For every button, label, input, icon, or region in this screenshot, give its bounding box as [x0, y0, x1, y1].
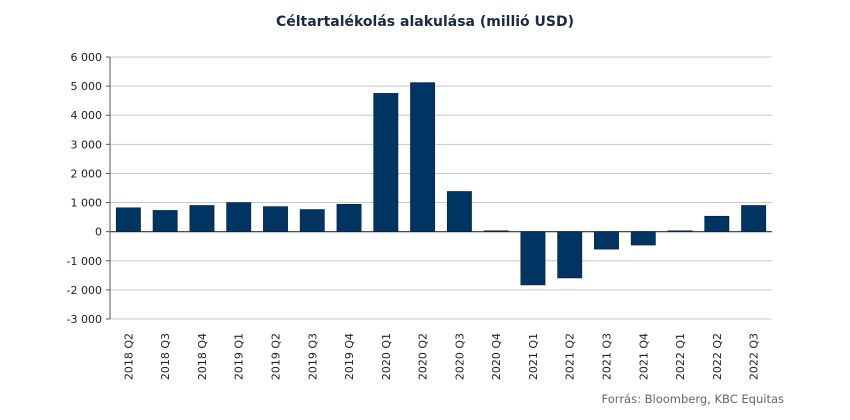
- x-category-label: 2021 Q2: [564, 333, 577, 380]
- x-category-label: 2020 Q2: [417, 333, 430, 380]
- x-category-label: 2020 Q3: [453, 333, 466, 380]
- x-category-label: 2021 Q1: [527, 333, 540, 380]
- bar: [630, 231, 656, 246]
- x-category-label: 2018 Q2: [122, 333, 135, 380]
- y-axis: -3 000 -2 000 -1 000 0 1 000 2 000 3 000 4 000 5…: [67, 51, 111, 326]
- y-tick-label: 0: [95, 226, 102, 239]
- y-tick-label: 4 000: [71, 109, 103, 122]
- bar: [115, 207, 141, 232]
- x-category-label: 2019 Q3: [306, 333, 319, 380]
- bar: [152, 210, 178, 232]
- x-category-label: 2022 Q2: [711, 333, 724, 380]
- x-category-label: 2018 Q3: [159, 333, 172, 380]
- y-tick-label: 6 000: [71, 51, 103, 64]
- y-tick-label: -1 000: [67, 255, 102, 268]
- y-tick-label: 2 000: [71, 167, 103, 180]
- bars: [115, 82, 767, 286]
- x-category-label: 2019 Q2: [270, 333, 283, 380]
- y-tick-label: 5 000: [71, 80, 103, 93]
- x-category-label: 2021 Q3: [601, 333, 614, 380]
- bar: [557, 231, 583, 279]
- bar: [446, 191, 472, 232]
- gridlines: [110, 56, 772, 320]
- bar: [410, 82, 436, 232]
- x-category-label: 2018 Q4: [196, 333, 209, 380]
- bar: [704, 215, 730, 232]
- y-tick-label: 3 000: [71, 138, 103, 151]
- bar: [667, 230, 693, 232]
- bar: [520, 231, 546, 286]
- x-category-label: 2022 Q1: [674, 333, 687, 380]
- bar: [741, 205, 767, 232]
- bar: [189, 205, 215, 232]
- bar: [263, 206, 288, 232]
- bar: [373, 93, 399, 232]
- bar: [483, 230, 509, 232]
- x-category-label: 2019 Q4: [343, 333, 356, 380]
- x-category-label: 2020 Q4: [490, 333, 503, 380]
- y-tick-label: -3 000: [67, 313, 102, 326]
- y-tick-label: 1 000: [71, 197, 103, 210]
- x-category-label: 2022 Q3: [748, 333, 761, 380]
- bar: [594, 231, 619, 250]
- chart-title: Céltartalékolás alakulása (millió USD): [275, 14, 575, 30]
- x-axis-labels: 2018 Q2 2018 Q3 2018 Q4 2019 Q1 2019 Q2 2019 …: [122, 333, 760, 380]
- bar: [299, 209, 325, 232]
- y-tick-label: -2 000: [67, 284, 102, 297]
- bar: [226, 202, 252, 232]
- x-category-label: 2019 Q1: [233, 333, 246, 380]
- bar: [336, 204, 362, 232]
- source-note: Forrás: Bloomberg, KBC Equitas: [601, 392, 784, 406]
- x-category-label: 2021 Q4: [637, 333, 650, 380]
- x-category-label: 2020 Q1: [380, 333, 393, 380]
